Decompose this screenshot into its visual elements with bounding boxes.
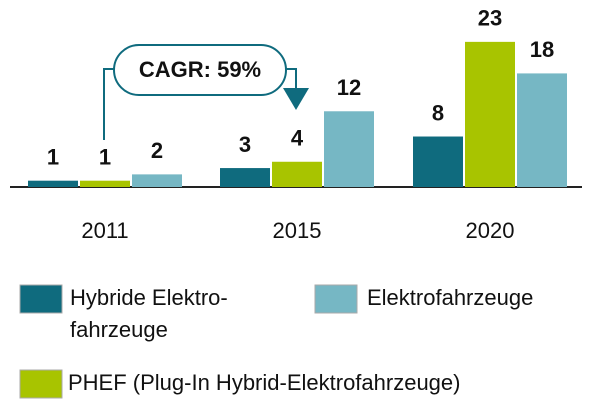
arrow-head [283,88,309,110]
value-label: 4 [291,126,304,151]
bar [80,180,130,187]
value-label: 8 [432,100,444,125]
bar [132,174,182,187]
legend-swatch [19,284,63,314]
value-label: 1 [47,145,59,170]
value-label: 2 [151,138,163,163]
annotation: CAGR: 59% [139,57,261,82]
legend-label: Hybride Elektro-fahrzeuge [70,285,228,342]
x-tick-label: 2011 [81,218,128,243]
x-tick-label: 2020 [466,218,515,243]
connector [286,68,297,88]
legend-label: Elektrofahrzeuge [367,285,533,310]
bar [517,73,567,187]
value-label: 1 [99,145,111,170]
bar [272,161,322,187]
value-label: 18 [530,37,554,62]
bar [220,168,270,187]
bar [413,136,463,187]
value-label: 23 [478,6,502,31]
value-label: 3 [239,132,251,157]
bar [324,111,374,187]
legend-swatch [314,284,358,314]
bar [28,180,78,187]
legend-label: PHEF (Plug-In Hybrid-Elektrofahrzeuge) [68,370,460,395]
x-tick-label: 2015 [273,218,322,243]
bar [465,41,515,188]
connector [103,68,114,140]
value-label: 12 [337,75,361,100]
legend-swatch [19,369,63,399]
